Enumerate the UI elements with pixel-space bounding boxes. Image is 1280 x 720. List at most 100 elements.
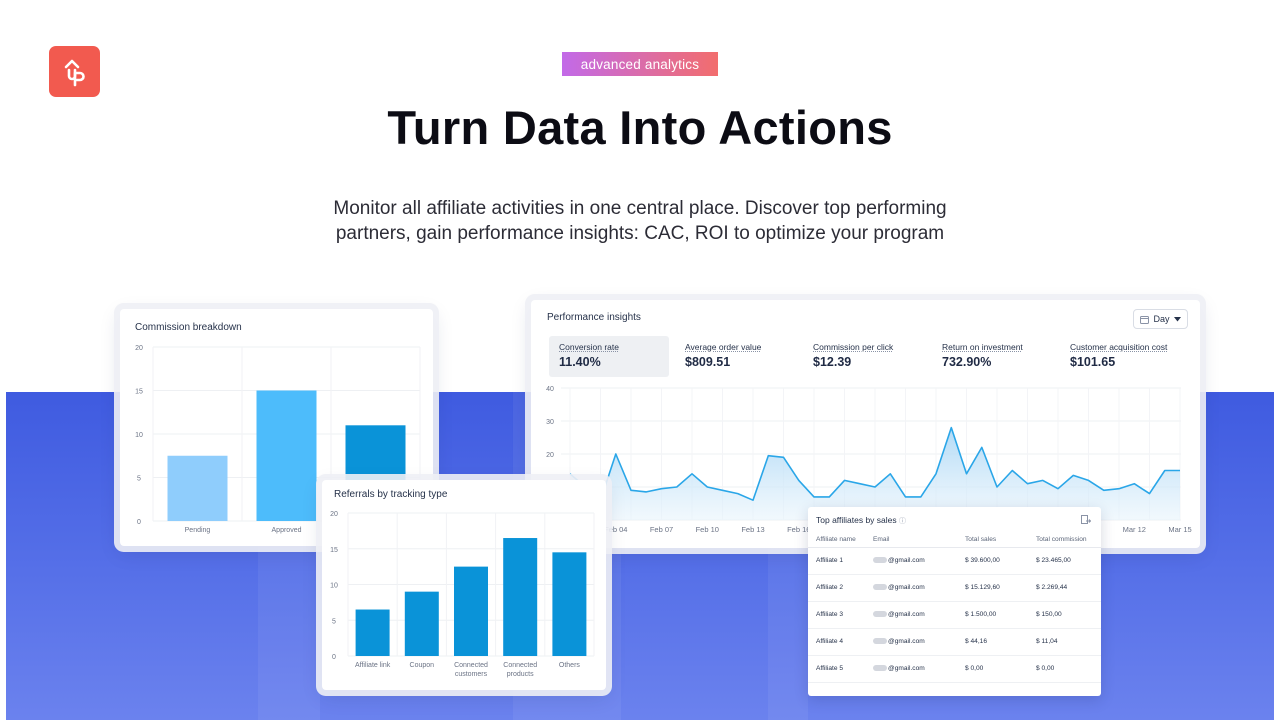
x-tick-label: Feb 04 — [604, 525, 627, 534]
metric-label: Average order value — [685, 342, 762, 352]
card-title: Commission breakdown — [135, 322, 242, 333]
y-tick-label: 0 — [332, 654, 336, 661]
metric-customer-acquisition-cost[interactable]: Customer acquisition cost $101.65 — [1060, 336, 1195, 377]
redacted-email-prefix — [873, 557, 887, 564]
bar — [552, 552, 587, 656]
y-tick-label: 40 — [546, 386, 554, 393]
section-badge: advanced analytics — [562, 52, 718, 76]
column-header[interactable]: Total sales — [957, 533, 1028, 548]
y-tick-label: 10 — [330, 583, 338, 590]
redacted-email-prefix — [873, 665, 887, 672]
page-subtitle: Monitor all affiliate activities in one … — [290, 196, 990, 246]
total-commission: $ 11,04 — [1028, 628, 1101, 656]
x-tick-label: Connected — [454, 662, 488, 669]
affiliate-name: Affiliate 3 — [808, 601, 865, 629]
x-tick-label: Feb 13 — [741, 525, 764, 534]
metric-value: $101.65 — [1070, 355, 1116, 369]
export-icon[interactable] — [1081, 515, 1091, 525]
x-tick-label: Mar 15 — [1168, 525, 1191, 534]
table-row[interactable]: Affiliate 3 @gmail.com $ 1.500,00 $ 150,… — [808, 601, 1101, 629]
x-tick-label: Feb 16 — [787, 525, 810, 534]
email-domain: @gmail.com — [888, 584, 925, 591]
metric-value: $12.39 — [813, 355, 852, 369]
affiliate-name: Affiliate 1 — [808, 547, 865, 575]
chevron-down-icon — [1173, 316, 1181, 321]
total-sales: $ 39.600,00 — [957, 547, 1028, 575]
y-tick-label: 20 — [135, 345, 143, 352]
period-value: Day — [1153, 314, 1170, 324]
metric-label: Customer acquisition cost — [1070, 342, 1168, 352]
email-domain: @gmail.com — [888, 638, 925, 645]
y-tick-label: 0 — [137, 519, 141, 526]
y-tick-label: 15 — [330, 547, 338, 554]
bar — [454, 566, 488, 656]
metric-conversion-rate[interactable]: Conversion rate 11.40% — [549, 336, 669, 377]
affiliate-email: @gmail.com — [865, 628, 957, 656]
y-tick-label: 5 — [137, 476, 141, 483]
metric-label: Conversion rate — [559, 342, 620, 352]
redacted-email-prefix — [873, 584, 887, 591]
y-tick-label: 20 — [330, 511, 338, 518]
referrals-by-tracking-card: Referrals by tracking type 0 5 10 15 20 Affil… — [322, 480, 606, 690]
x-tick-label: Approved — [272, 527, 302, 534]
x-tick-label: customers — [455, 671, 488, 678]
brand-logo[interactable] — [49, 46, 100, 97]
top-affiliates-table: Affiliate name Email Total sales Total c… — [808, 533, 1101, 683]
email-domain: @gmail.com — [888, 611, 925, 618]
total-commission: $ 2.269,44 — [1028, 574, 1101, 602]
total-sales: $ 44,16 — [957, 628, 1028, 656]
table-row[interactable]: Affiliate 5 @gmail.com $ 0,00 $ 0,00 — [808, 655, 1101, 683]
x-tick-label: Connected — [503, 662, 537, 669]
y-tick-label: 10 — [135, 432, 143, 439]
metric-average-order-value[interactable]: Average order value $809.51 — [675, 336, 795, 377]
page-title: Turn Data Into Actions — [387, 101, 893, 154]
redacted-email-prefix — [873, 638, 887, 645]
card-title-text: Top affiliates by sales — [816, 515, 897, 525]
x-tick-label: Feb 10 — [696, 525, 719, 534]
affiliate-name: Affiliate 5 — [808, 655, 865, 683]
metric-return-on-investment[interactable]: Return on investment 732.90% — [932, 336, 1052, 377]
x-tick-label: products — [507, 671, 534, 678]
email-domain: @gmail.com — [888, 665, 925, 672]
affiliate-email: @gmail.com — [865, 547, 957, 575]
bar — [404, 591, 439, 656]
x-tick-label: Pending — [185, 527, 211, 534]
x-tick-label: Mar 12 — [1123, 525, 1146, 534]
total-sales: $ 0,00 — [957, 655, 1028, 683]
total-commission: $ 0,00 — [1028, 655, 1101, 683]
table-row[interactable]: Affiliate 4 @gmail.com $ 44,16 $ 11,04 — [808, 628, 1101, 656]
card-title: Performance insights — [547, 312, 641, 323]
column-header[interactable]: Total commission — [1028, 533, 1101, 548]
metric-commission-per-click[interactable]: Commission per click $12.39 — [803, 336, 923, 377]
affiliate-email: @gmail.com — [865, 574, 957, 602]
metric-value: $809.51 — [685, 355, 731, 369]
column-header[interactable]: Email — [865, 533, 957, 548]
x-tick-label: Feb 07 — [650, 525, 673, 534]
total-sales: $ 1.500,00 — [957, 601, 1028, 629]
info-icon: ⓘ — [899, 518, 907, 525]
total-commission: $ 150,00 — [1028, 601, 1101, 629]
performance-insights-card: Performance insights Day Conversion rate… — [531, 300, 1200, 548]
total-commission: $ 23.465,00 — [1028, 547, 1101, 575]
logo-icon — [64, 59, 85, 86]
column-header[interactable]: Affiliate name — [808, 533, 865, 548]
bar — [355, 609, 390, 656]
bar — [503, 538, 538, 656]
y-tick-label: 5 — [332, 618, 336, 625]
affiliate-name: Affiliate 4 — [808, 628, 865, 656]
card-title: Referrals by tracking type — [334, 489, 448, 500]
affiliate-email: @gmail.com — [865, 655, 957, 683]
card-title: Top affiliates by sales ⓘ — [816, 515, 906, 526]
affiliate-email: @gmail.com — [865, 601, 957, 629]
metric-value: 11.40% — [559, 355, 601, 369]
metric-label: Return on investment — [942, 342, 1023, 352]
referrals-bar-chart: 0 5 10 15 20 Affiliate link Coupon Connected cus… — [330, 511, 595, 678]
table-row[interactable]: Affiliate 1 @gmail.com $ 39.600,00 $ 23.… — [808, 547, 1101, 575]
period-dropdown[interactable]: Day — [1133, 309, 1188, 329]
bar — [167, 455, 228, 521]
table-row[interactable]: Affiliate 2 @gmail.com $ 15.129,60 $ 2.2… — [808, 574, 1101, 602]
y-tick-label: 15 — [135, 389, 143, 396]
y-tick-label: 30 — [546, 419, 554, 426]
subtitle-line-2: partners, gain performance insights: CAC… — [335, 223, 945, 244]
